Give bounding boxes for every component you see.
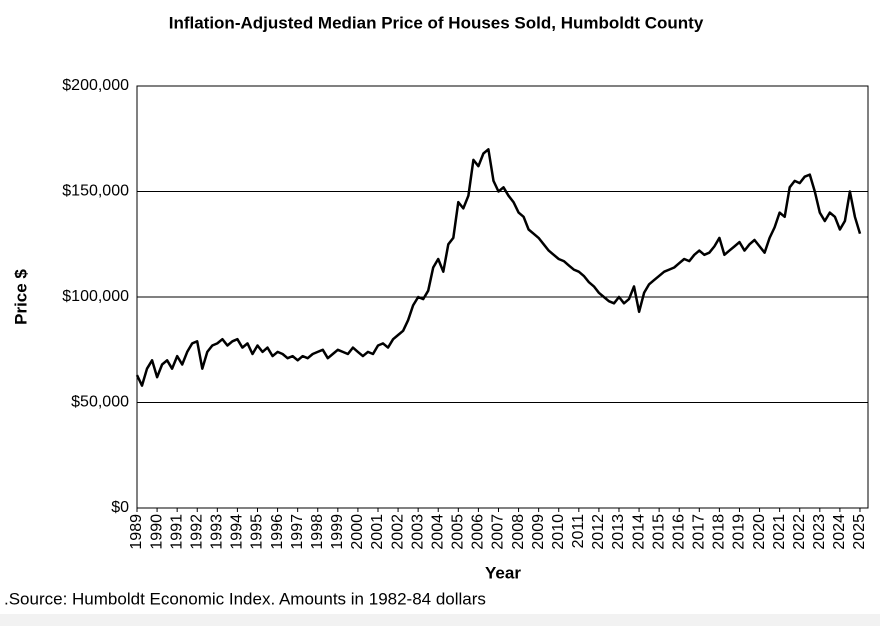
footer-band: [0, 614, 880, 626]
x-tick-label: 2011: [570, 514, 587, 549]
x-tick-label: 1999: [329, 514, 346, 550]
x-tick-label: 2020: [751, 514, 768, 550]
x-tick-label: 2010: [550, 514, 567, 550]
x-tick-label: 2004: [429, 514, 446, 550]
x-tick-label: 2016: [670, 514, 687, 550]
x-tick-label: 1992: [188, 514, 205, 550]
y-tick-label: $150,000: [62, 183, 129, 200]
x-tick-label: 2022: [791, 514, 808, 550]
x-tick-label: 2019: [731, 514, 748, 550]
x-tick-label: 2003: [409, 514, 426, 550]
x-tick-label: 1997: [289, 514, 306, 550]
x-tick-label: 1989: [128, 514, 145, 550]
x-tick-label: 2018: [711, 514, 728, 550]
x-tick-label: 2017: [691, 514, 708, 550]
data-line: [135, 148, 862, 387]
x-tick-label: 1990: [148, 514, 165, 550]
y-tick-label: $200,000: [62, 77, 129, 94]
x-tick-label: 1996: [269, 514, 286, 550]
x-tick-label: 1993: [209, 514, 226, 550]
x-tick-label: 2024: [831, 514, 848, 550]
x-tick-label: 2021: [771, 514, 788, 550]
y-tick-label: $50,000: [71, 394, 129, 411]
x-tick-label: 2005: [450, 514, 467, 550]
x-tick-label: 2025: [851, 514, 868, 550]
x-tick-label: 2023: [811, 514, 828, 550]
x-tick-label: 1998: [309, 514, 326, 550]
x-tick-label: 2000: [349, 514, 366, 550]
x-tick-label: 1995: [249, 514, 266, 550]
x-tick-label: 2007: [490, 514, 507, 550]
x-tick-label: 2014: [630, 514, 647, 550]
x-tick-label: 2002: [389, 514, 406, 550]
x-tick-label: 2008: [510, 514, 527, 550]
y-tick-label: $100,000: [62, 288, 129, 305]
x-tick-label: 2012: [590, 514, 607, 550]
y-tick-label: $0: [111, 499, 129, 516]
x-tick-label: 2015: [650, 514, 667, 550]
x-tick-label: 2006: [470, 514, 487, 550]
x-axis-label: Year: [485, 563, 521, 582]
x-tick-label: 2001: [369, 514, 386, 550]
x-tick-label: 1991: [168, 514, 185, 550]
x-tick-label: 1994: [229, 514, 246, 550]
y-axis-label: Price $: [11, 269, 30, 325]
source-note: .Source: Humboldt Economic Index. Amount…: [4, 589, 486, 608]
chart-title: Inflation-Adjusted Median Price of House…: [169, 13, 704, 32]
x-tick-label: 2009: [530, 514, 547, 550]
x-tick-label: 2013: [610, 514, 627, 550]
